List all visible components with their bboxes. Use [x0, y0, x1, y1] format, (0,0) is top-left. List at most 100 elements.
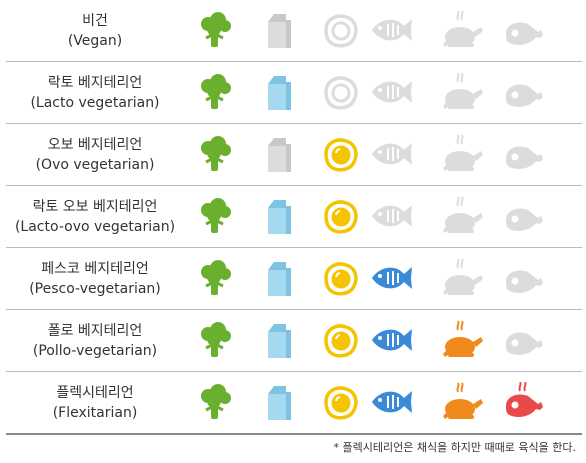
broccoli-icon	[192, 10, 236, 50]
type-name-korean: 비건	[82, 12, 108, 29]
milk-carton-icon	[268, 138, 291, 172]
milk-carton-icon	[268, 76, 291, 110]
meat-icon	[506, 22, 543, 45]
roast-chicken-icon	[440, 320, 484, 360]
fish-icon	[370, 258, 414, 298]
type-name-english: (Pesco-vegetarian)	[29, 280, 161, 297]
meat-icon	[500, 382, 544, 422]
row-label: 페스코 베지테리언 (Pesco-vegetarian)	[6, 248, 184, 309]
fried-egg-icon	[318, 196, 362, 236]
fish-icon	[370, 196, 414, 236]
fried-egg-icon	[324, 138, 358, 172]
type-name-english: (Lacto-ovo vegetarian)	[14, 218, 176, 235]
row-label: 폴로 베지테리언 (Pollo-vegetarian)	[6, 310, 184, 371]
broccoli-icon	[192, 320, 236, 360]
fish-icon	[372, 143, 412, 165]
roast-chicken-icon	[443, 10, 483, 47]
table-row: 플렉시테리언 (Flexitarian)	[6, 372, 582, 435]
fried-egg-icon	[324, 324, 358, 358]
meat-icon	[500, 258, 544, 298]
milk-carton-icon	[268, 200, 291, 234]
type-name-english: (Ovo vegetarian)	[35, 156, 155, 173]
table-row: 오보 베지테리언 (Ovo vegetarian)	[6, 124, 582, 186]
type-name-english: (Flexitarian)	[52, 404, 138, 421]
meat-icon	[506, 332, 543, 355]
food-icons	[192, 248, 582, 309]
milk-carton-icon	[255, 196, 299, 236]
food-icons	[192, 186, 582, 247]
fried-egg-icon	[324, 14, 358, 48]
roast-chicken-icon	[443, 72, 483, 109]
row-label: 락토 베지테리언 (Lacto vegetarian)	[6, 62, 184, 123]
food-icons	[192, 310, 582, 371]
roast-chicken-icon	[440, 258, 484, 298]
fried-egg-icon	[324, 386, 358, 420]
fish-icon	[370, 382, 414, 422]
fried-egg-icon	[324, 200, 358, 234]
milk-carton-icon	[268, 262, 291, 296]
food-icons	[192, 62, 582, 123]
roast-chicken-icon	[443, 382, 483, 419]
broccoli-icon	[192, 134, 236, 174]
fried-egg-icon	[318, 320, 362, 360]
broccoli-icon	[201, 198, 231, 233]
meat-icon	[506, 146, 543, 169]
meat-icon	[506, 270, 543, 293]
type-name-korean: 폴로 베지테리언	[47, 322, 143, 339]
meat-icon	[506, 84, 543, 107]
broccoli-icon	[201, 74, 231, 109]
roast-chicken-icon	[443, 258, 483, 295]
broccoli-icon	[201, 322, 231, 357]
fried-egg-icon	[324, 262, 358, 296]
type-name-korean: 락토 오보 베지테리언	[32, 198, 158, 215]
food-icons	[192, 372, 582, 433]
row-label: 비건 (Vegan)	[6, 0, 184, 61]
roast-chicken-icon	[443, 196, 483, 233]
table-row: 비건 (Vegan)	[6, 0, 582, 62]
type-name-korean: 락토 베지테리언	[47, 74, 143, 91]
table-row: 페스코 베지테리언 (Pesco-vegetarian)	[6, 248, 582, 310]
milk-carton-icon	[255, 134, 299, 174]
fish-icon	[370, 320, 414, 360]
roast-chicken-icon	[443, 320, 483, 357]
table-row: 폴로 베지테리언 (Pollo-vegetarian)	[6, 310, 582, 372]
fish-icon	[372, 205, 412, 227]
milk-carton-icon	[268, 14, 291, 48]
meat-icon	[500, 320, 544, 360]
meat-icon	[500, 72, 544, 112]
row-label: 플렉시테리언 (Flexitarian)	[6, 372, 184, 433]
broccoli-icon	[192, 382, 236, 422]
broccoli-icon	[192, 258, 236, 298]
meat-icon	[500, 196, 544, 236]
broccoli-icon	[192, 196, 236, 236]
meat-icon	[500, 10, 544, 50]
broccoli-icon	[201, 136, 231, 171]
fish-icon	[372, 81, 412, 103]
roast-chicken-icon	[440, 196, 484, 236]
footnote: * 플렉시테리언은 채식을 하지만 때때로 육식을 한다.	[333, 441, 577, 454]
fish-icon	[372, 19, 412, 41]
broccoli-icon	[201, 12, 231, 47]
roast-chicken-icon	[443, 134, 483, 171]
roast-chicken-icon	[440, 382, 484, 422]
milk-carton-icon	[268, 324, 291, 358]
row-label: 오보 베지테리언 (Ovo vegetarian)	[6, 124, 184, 185]
milk-carton-icon	[255, 258, 299, 298]
fried-egg-icon	[318, 10, 362, 50]
table-row: 락토 오보 베지테리언 (Lacto-ovo vegetarian)	[6, 186, 582, 248]
fish-icon	[370, 134, 414, 174]
milk-carton-icon	[255, 10, 299, 50]
meat-icon	[506, 208, 543, 231]
milk-carton-icon	[255, 72, 299, 112]
broccoli-icon	[192, 72, 236, 112]
fried-egg-icon	[318, 382, 362, 422]
fish-icon	[372, 391, 412, 413]
roast-chicken-icon	[440, 72, 484, 112]
milk-carton-icon	[255, 320, 299, 360]
milk-carton-icon	[255, 382, 299, 422]
fried-egg-icon	[318, 72, 362, 112]
milk-carton-icon	[268, 386, 291, 420]
fish-icon	[370, 10, 414, 50]
meat-icon	[506, 382, 543, 417]
fried-egg-icon	[318, 258, 362, 298]
